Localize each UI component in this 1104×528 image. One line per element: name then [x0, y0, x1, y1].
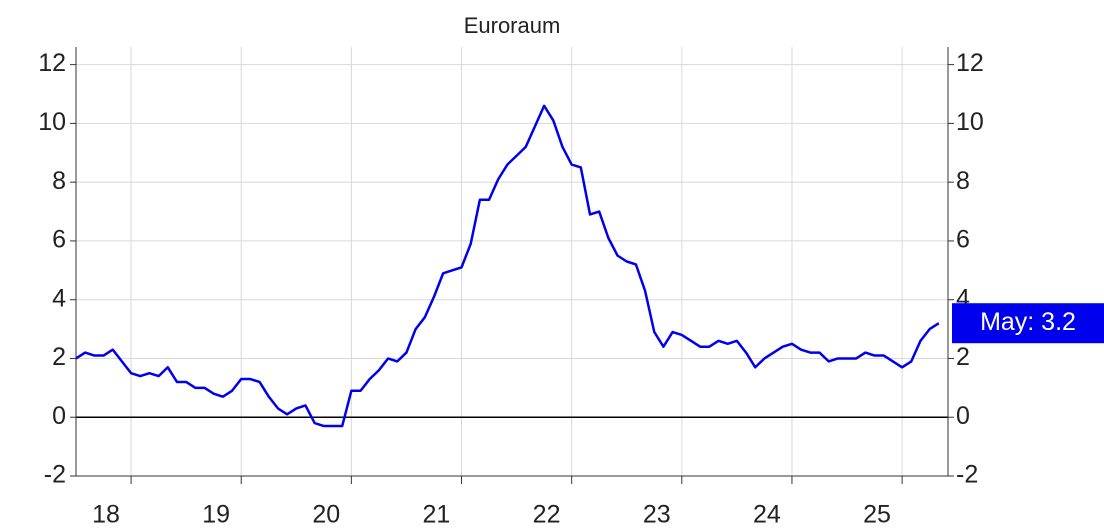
x-tick-label: 24 [753, 501, 781, 528]
annotation-box [952, 303, 1104, 344]
y2-tick-label: 8 [956, 167, 970, 195]
y-tick-label: 10 [38, 108, 66, 136]
y-tick-label: 0 [52, 402, 66, 430]
annotation: May: 3.2 [980, 308, 1076, 336]
y-tick-label: 4 [52, 284, 66, 312]
chart-title: Euroraum [464, 13, 561, 38]
line [75, 104, 940, 428]
y2-tick-label: 6 [956, 226, 970, 254]
x-tick-label: 18 [92, 501, 120, 528]
y2-tick-label: 0 [956, 402, 970, 430]
y-tick-label: 6 [52, 226, 66, 254]
x-tick-label: 21 [423, 501, 451, 528]
y-tick-label: 8 [52, 167, 66, 195]
x-tick-label: 23 [643, 501, 671, 528]
x-tick-label: 20 [312, 501, 340, 528]
y-tick-label: -2 [44, 461, 66, 489]
y2-tick-label: 2 [956, 343, 970, 371]
y2-tick-label: 10 [956, 108, 984, 136]
y-tick-label: 2 [52, 343, 66, 371]
x-tick-label: 19 [202, 501, 230, 528]
y2-tick-label: -2 [956, 461, 978, 489]
x-tick-label: 22 [533, 501, 561, 528]
y2-tick-label: 12 [956, 49, 984, 77]
y-tick-label: 12 [38, 49, 66, 77]
x-tick-label: 25 [863, 501, 891, 528]
